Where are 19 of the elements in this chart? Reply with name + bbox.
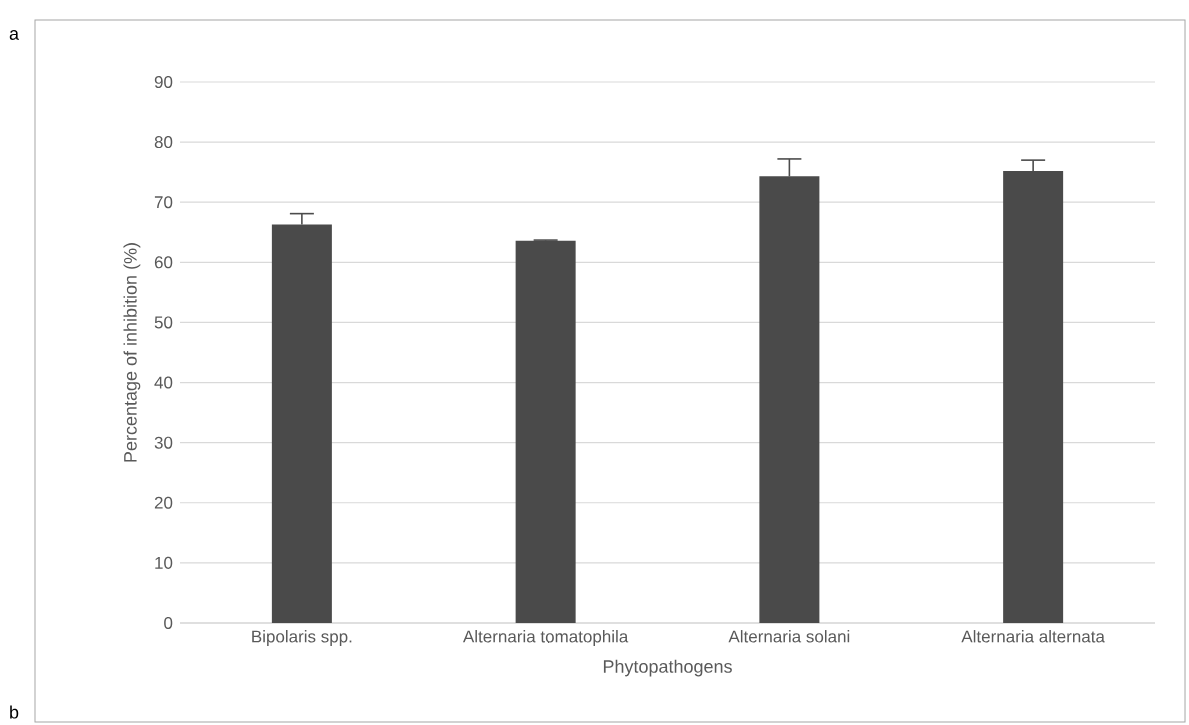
- y-axis-title: Percentage of inhibition (%): [123, 242, 141, 462]
- y-tick-label: 80: [154, 135, 173, 148]
- x-tick-label: Alternaria solani: [728, 629, 850, 643]
- y-tick-label: 0: [164, 616, 173, 629]
- y-tick-label: 50: [154, 316, 173, 329]
- x-tick-label: Alternaria tomatophila: [462, 629, 629, 646]
- bar: [515, 240, 576, 623]
- y-tick-label: 40: [154, 376, 173, 389]
- text: b: [10, 705, 19, 719]
- y-tick-label: 10: [155, 556, 173, 569]
- y-tick-label: 70: [154, 196, 173, 209]
- x-tick-label: Bipolaris spp.: [252, 629, 352, 646]
- text: a: [9, 29, 19, 40]
- y-tick-label: 60: [154, 256, 173, 269]
- x-tick-label: Alternaria alternata: [961, 629, 1105, 643]
- y-tick-label: 20: [154, 496, 173, 509]
- y-tick-label: 90: [154, 75, 173, 88]
- x-axis-title: Phytopathogens: [603, 659, 732, 677]
- y-tick-label: 30: [154, 436, 173, 449]
